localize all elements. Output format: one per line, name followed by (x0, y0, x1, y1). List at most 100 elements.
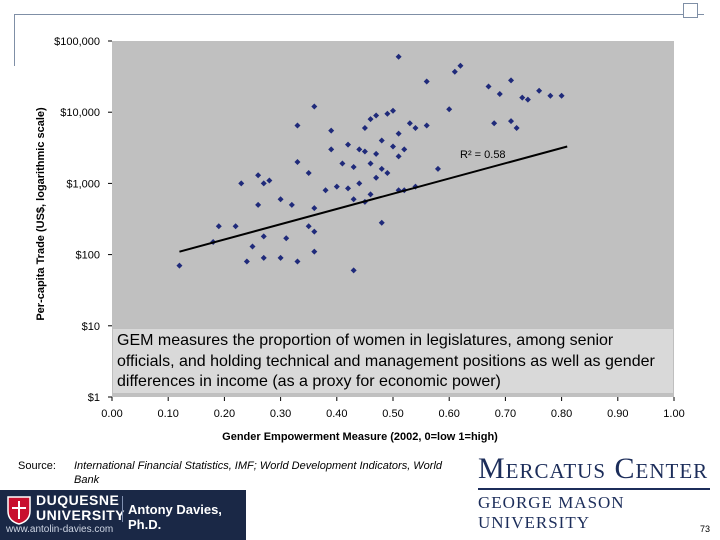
x-tick-label: 0.30 (270, 408, 291, 420)
data-point (373, 150, 380, 157)
mercatus-title: Mercatus Center (478, 452, 709, 485)
data-point (508, 77, 515, 84)
y-axis-label: Per-capita Trade (US$, logarithmic scale… (35, 107, 47, 321)
data-point (243, 258, 250, 265)
data-point (238, 180, 245, 187)
y-tick-label: $1 (88, 392, 100, 404)
page-number: 73 (699, 524, 710, 534)
x-axis-label: Gender Empowerment Measure (2002, 0=low … (222, 431, 498, 443)
data-point (373, 112, 380, 119)
data-point (311, 248, 318, 255)
data-point (350, 196, 357, 203)
data-point (378, 219, 385, 226)
data-point (361, 124, 368, 131)
trendline (179, 145, 568, 253)
data-point (333, 183, 340, 190)
data-point (513, 124, 520, 131)
x-tick-label: 0.00 (101, 408, 122, 420)
data-point (176, 262, 183, 269)
data-point (311, 103, 318, 110)
y-tick-label: $100,000 (54, 36, 100, 48)
data-point (434, 165, 441, 172)
data-point (255, 172, 262, 179)
data-point (255, 201, 262, 208)
data-point (249, 243, 256, 250)
author-name: Antony Davies, Ph.D. (128, 502, 222, 532)
data-point (547, 92, 554, 99)
data-point (395, 53, 402, 60)
source-note: Source: International Financial Statistic… (18, 459, 458, 487)
data-point (384, 110, 391, 117)
data-point (423, 78, 430, 85)
data-point (260, 180, 267, 187)
duquesne-name: DUQUESNE UNIVERSITY (36, 492, 126, 523)
data-point (524, 96, 531, 103)
x-tick-label: 0.40 (326, 408, 347, 420)
data-point (508, 118, 515, 125)
gem-explanation-box: GEM measures the proportion of women in … (112, 328, 674, 394)
data-point (260, 233, 267, 240)
data-point (322, 187, 329, 194)
data-point (378, 165, 385, 172)
x-tick-label: 0.60 (438, 408, 459, 420)
mercatus-subtitle: GEORGE MASON UNIVERSITY (478, 493, 625, 532)
data-point (423, 122, 430, 129)
data-point (519, 94, 526, 101)
x-tick-label: 0.50 (382, 408, 403, 420)
data-point (367, 191, 374, 198)
mercatus-rule (478, 488, 710, 490)
data-point (277, 196, 284, 203)
duquesne-crest-icon (7, 496, 31, 525)
frame-corner-box (683, 3, 698, 18)
data-point (373, 174, 380, 181)
x-tick-label: 0.20 (214, 408, 235, 420)
data-point (406, 120, 413, 127)
data-point (350, 267, 357, 274)
data-point (558, 92, 565, 99)
data-point (451, 68, 458, 75)
data-point (283, 235, 290, 242)
y-axis-ticks: $1 $10 $100 $1,000 $10,000 $100,000 (54, 36, 112, 404)
y-tick-label: $10,000 (60, 107, 100, 119)
footer-banner: DUQUESNE UNIVERSITY Antony Davies, Ph.D.… (0, 490, 246, 540)
source-text: International Financial Statistics, IMF;… (74, 460, 443, 486)
author-url: www.antolin-davies.com (6, 524, 114, 535)
data-point (277, 254, 284, 261)
data-point (361, 148, 368, 155)
data-point (311, 205, 318, 212)
data-point (305, 223, 312, 230)
data-point (412, 124, 419, 131)
x-tick-label: 0.10 (157, 408, 178, 420)
data-point (390, 107, 396, 114)
data-point (491, 120, 498, 127)
data-point (311, 228, 318, 235)
data-point (328, 146, 335, 153)
x-axis-ticks: 0.00 0.10 0.20 0.30 0.40 0.50 0.60 0.70 0.80 0.90… (101, 397, 685, 420)
data-point (294, 158, 301, 165)
x-tick-label: 0.90 (607, 408, 628, 420)
data-point (446, 106, 453, 113)
data-point (356, 180, 363, 187)
r-squared-annotation: R² = 0.58 (460, 149, 506, 161)
data-point (367, 160, 374, 167)
data-point (485, 83, 492, 90)
data-point (356, 146, 363, 153)
data-point (395, 130, 402, 137)
data-point (266, 177, 273, 184)
data-point (215, 223, 222, 230)
x-tick-label: 1.00 (663, 408, 684, 420)
data-point (350, 163, 357, 170)
frame-line-top (14, 14, 704, 15)
data-point (328, 127, 335, 134)
data-point (378, 137, 385, 144)
data-point (395, 153, 402, 160)
data-point (288, 201, 295, 208)
data-point (384, 169, 391, 176)
data-point (232, 223, 239, 230)
x-tick-label: 0.70 (495, 408, 516, 420)
mercatus-center-logo: Mercatus Center GEORGE MASON UNIVERSITY (478, 452, 710, 533)
data-point (345, 185, 352, 192)
data-point (305, 169, 312, 176)
data-point (536, 87, 543, 94)
data-point (294, 258, 301, 265)
